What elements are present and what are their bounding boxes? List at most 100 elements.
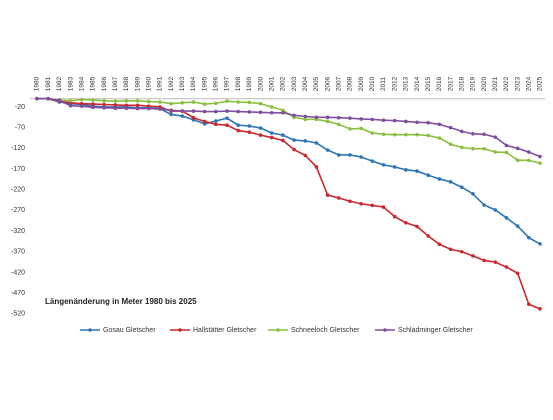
point — [158, 107, 162, 111]
point — [35, 96, 39, 101]
point — [325, 193, 330, 197]
point — [337, 115, 341, 120]
point — [437, 122, 442, 127]
point — [515, 271, 520, 276]
x-tick-label: 1998 — [235, 76, 242, 91]
x-tick-label: 2018 — [458, 76, 465, 91]
point — [225, 123, 229, 127]
legend-swatch-point — [276, 328, 280, 332]
point — [527, 150, 531, 154]
point — [247, 124, 252, 128]
point — [359, 126, 363, 131]
annotation: Längenänderung in Meter 1980 bis 2025 — [45, 297, 197, 306]
x-tick-label: 1999 — [246, 76, 253, 91]
point — [482, 146, 486, 151]
point — [370, 131, 375, 135]
point — [325, 148, 330, 152]
point — [459, 249, 464, 254]
x-tick-label: 2004 — [302, 76, 309, 91]
point — [135, 106, 140, 111]
point — [437, 177, 442, 181]
x-tick-label: 2002 — [280, 76, 287, 91]
point — [57, 98, 62, 103]
x-tick-label: 1986 — [101, 76, 108, 91]
point — [504, 216, 509, 220]
point — [392, 118, 397, 123]
point — [180, 109, 185, 113]
point — [258, 133, 263, 137]
point — [538, 161, 542, 166]
point — [202, 109, 207, 114]
point — [404, 132, 408, 137]
point — [281, 133, 285, 137]
point — [437, 242, 442, 247]
point — [359, 155, 363, 159]
x-tick-label: 1988 — [123, 76, 130, 91]
point — [135, 103, 140, 108]
point — [113, 103, 118, 107]
legend-label: Gosau Gletscher — [103, 327, 156, 334]
x-tick-label: 1987 — [112, 76, 119, 91]
point — [348, 153, 352, 157]
point — [102, 98, 106, 103]
point — [225, 116, 229, 120]
point — [459, 185, 464, 190]
y-tick-label: -70 — [15, 124, 25, 131]
point — [303, 114, 308, 119]
point — [102, 102, 106, 107]
point — [359, 117, 363, 121]
y-tick-label: -120 — [11, 145, 25, 152]
y-tick-label: -170 — [11, 166, 25, 173]
point — [247, 130, 252, 135]
point — [348, 116, 352, 120]
x-tick-label: 2023 — [514, 76, 521, 91]
point — [314, 115, 319, 120]
legend-swatch-point — [178, 328, 182, 332]
point — [79, 97, 84, 102]
point — [202, 119, 207, 124]
point — [180, 101, 185, 105]
point — [281, 108, 285, 113]
point — [504, 265, 509, 269]
x-tick-label: 2000 — [257, 76, 264, 91]
point — [426, 120, 431, 125]
point — [91, 105, 95, 110]
x-tick-label: 2015 — [425, 76, 432, 91]
point — [269, 110, 274, 115]
point — [214, 119, 218, 123]
point — [214, 122, 218, 127]
x-tick-label: 1992 — [168, 76, 175, 91]
point — [269, 135, 274, 140]
point — [46, 96, 50, 101]
point — [191, 109, 196, 113]
x-tick-label: 2022 — [503, 76, 510, 91]
point — [258, 110, 263, 115]
point — [381, 205, 386, 209]
point — [225, 99, 229, 103]
point — [415, 132, 419, 137]
point — [325, 119, 330, 124]
point — [258, 126, 263, 130]
point — [113, 99, 118, 103]
point — [314, 141, 319, 145]
x-tick-label: 1983 — [67, 76, 74, 91]
series-line — [37, 97, 541, 158]
point — [527, 158, 531, 163]
point — [359, 201, 363, 206]
point — [404, 119, 408, 124]
point — [538, 307, 542, 311]
y-tick-label: -370 — [11, 249, 25, 256]
point — [325, 115, 330, 120]
point — [169, 112, 173, 117]
point — [471, 192, 475, 196]
point — [124, 98, 129, 103]
point — [381, 118, 386, 123]
legend-label: Schladminger Gletscher — [398, 327, 473, 334]
point — [202, 102, 207, 106]
point — [348, 127, 352, 131]
point — [370, 117, 375, 122]
point — [415, 169, 419, 173]
point — [169, 101, 173, 106]
point — [348, 199, 352, 204]
